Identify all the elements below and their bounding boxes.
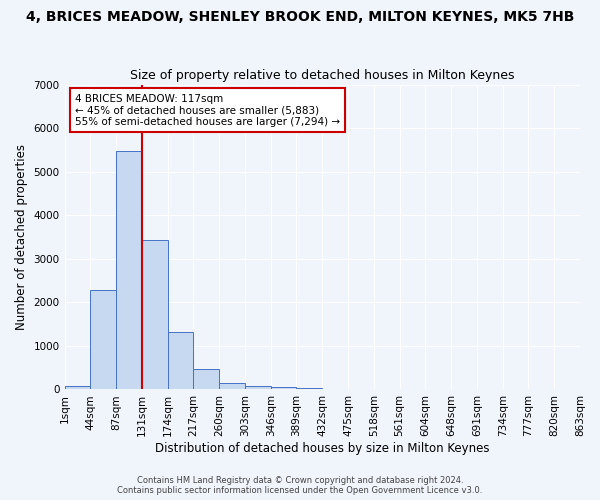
Y-axis label: Number of detached properties: Number of detached properties	[15, 144, 28, 330]
Text: 4 BRICES MEADOW: 117sqm
← 45% of detached houses are smaller (5,883)
55% of semi: 4 BRICES MEADOW: 117sqm ← 45% of detache…	[75, 94, 340, 127]
Text: 4, BRICES MEADOW, SHENLEY BROOK END, MILTON KEYNES, MK5 7HB: 4, BRICES MEADOW, SHENLEY BROOK END, MIL…	[26, 10, 574, 24]
Bar	[296, 388, 322, 390]
Bar	[91, 290, 116, 390]
Bar	[219, 382, 245, 390]
Bar	[245, 386, 271, 390]
Text: Contains HM Land Registry data © Crown copyright and database right 2024.
Contai: Contains HM Land Registry data © Crown c…	[118, 476, 482, 495]
Bar	[116, 151, 142, 390]
Bar	[65, 386, 91, 390]
Bar	[167, 332, 193, 390]
Bar	[193, 370, 219, 390]
Title: Size of property relative to detached houses in Milton Keynes: Size of property relative to detached ho…	[130, 69, 515, 82]
Bar	[142, 240, 167, 390]
Bar	[271, 387, 296, 390]
X-axis label: Distribution of detached houses by size in Milton Keynes: Distribution of detached houses by size …	[155, 442, 490, 455]
